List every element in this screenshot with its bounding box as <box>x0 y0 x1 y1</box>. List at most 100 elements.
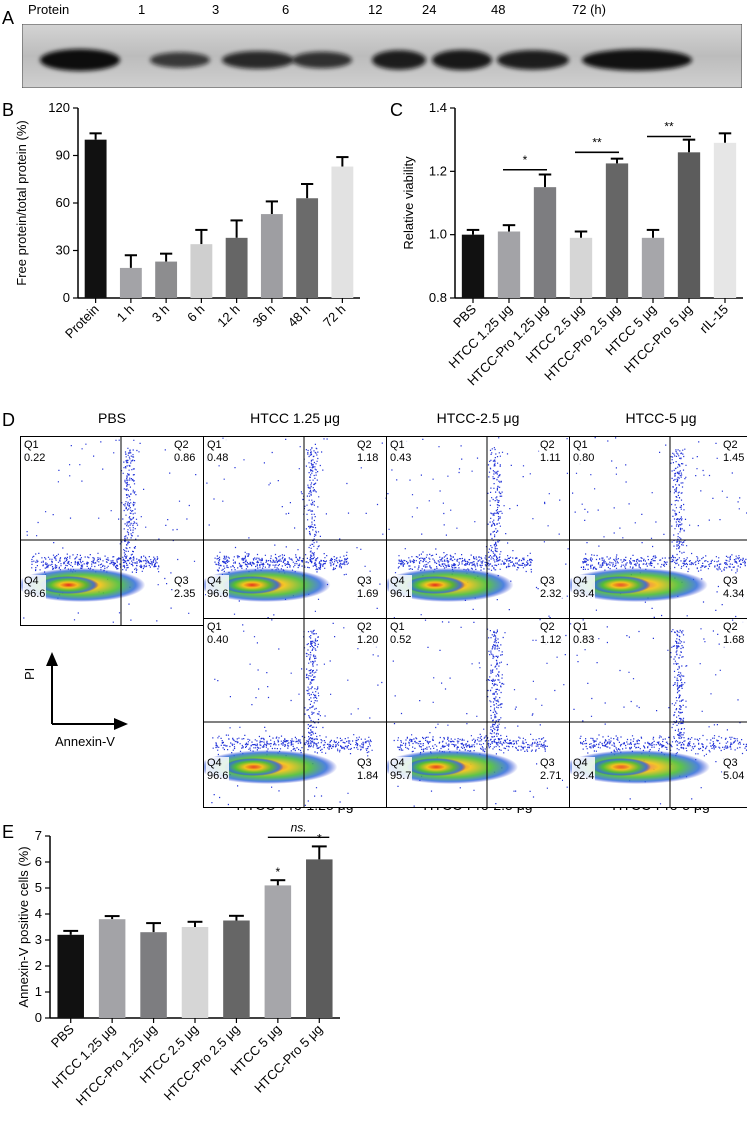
quadrant-label-q2: Q2 0.86 <box>173 439 197 465</box>
quadrant-value: 1.20 <box>357 634 379 646</box>
quadrant-name: Q1 <box>207 439 222 451</box>
quadrant-value: 2.35 <box>174 588 196 600</box>
flow-plot: Q1 0.40 Q2 1.20 Q4 96.6 Q3 1.84 <box>203 618 389 808</box>
x-tick-label: 12 h <box>214 302 243 331</box>
flow-y-axis-label: PI <box>22 667 37 680</box>
quadrant-label-q3: Q3 1.69 <box>356 575 380 601</box>
quadrant-label-q4: Q4 95.7 <box>389 757 413 783</box>
quadrant-value: 95.7 <box>390 770 412 782</box>
star-label: * <box>317 831 322 845</box>
flow-density-core <box>38 576 99 594</box>
quadrant-name: Q4 <box>24 575 39 587</box>
flow-scatter <box>387 437 571 625</box>
chart-annexin-positive: 0 1 2 3 4 5 6 7 Annexin-V positive cells (%) PBS H… <box>16 820 340 1108</box>
quadrant-name: Q2 <box>723 439 738 451</box>
bar <box>677 152 701 298</box>
flow-plot: Q1 0.83 Q2 1.68 Q4 92.4 Q3 5.04 <box>569 618 747 808</box>
y-tick-label: 0.8 <box>429 290 447 305</box>
panel-letter-c: C <box>390 100 403 120</box>
quadrant-value: 1.84 <box>357 770 379 782</box>
significance-label: ** <box>664 120 674 134</box>
panel-letter-e: E <box>2 822 15 842</box>
y-tick-label: 0 <box>35 1010 42 1025</box>
bar <box>140 932 167 1018</box>
flow-plot-title: PBS <box>97 410 126 426</box>
quadrant-label-q2: Q2 1.68 <box>722 621 746 647</box>
flow-density-core <box>406 758 466 776</box>
western-blot-image <box>22 24 742 88</box>
quadrant-value: 1.18 <box>357 452 379 464</box>
quadrant-name: Q2 <box>357 439 372 451</box>
blot-band <box>222 51 294 69</box>
x-tick-label: PBS <box>450 301 479 330</box>
quadrant-name: Q1 <box>207 621 222 633</box>
panel-letter-d: D <box>2 410 15 430</box>
quadrant-label-q4: Q4 96.6 <box>206 575 230 601</box>
blot-band <box>292 51 352 69</box>
bar <box>533 187 557 298</box>
y-tick-label: 30 <box>56 243 70 258</box>
quadrant-name: Q3 <box>723 757 738 769</box>
ns-label: ns. <box>291 820 307 834</box>
bar <box>331 166 354 298</box>
quadrant-name: Q3 <box>357 757 372 769</box>
flow-plot-title: HTCC-5 μg <box>625 410 697 426</box>
flow-plot: Q1 0.52 Q2 1.12 Q4 95.7 Q3 2.71 <box>386 618 572 808</box>
flow-scatter <box>204 619 388 807</box>
bar <box>260 214 283 298</box>
quadrant-label-q2: Q2 1.20 <box>356 621 380 647</box>
quadrant-name: Q1 <box>390 621 405 633</box>
quadrant-value: 92.4 <box>573 770 595 782</box>
quadrant-label-q3: Q3 2.32 <box>539 575 563 601</box>
x-tick-label: HTCC-Pro 2.5 μg <box>161 1022 243 1104</box>
quadrant-name: Q2 <box>723 621 738 633</box>
flow-plot: Q1 0.43 Q2 1.11 Q4 96.1 Q3 2.32 <box>386 436 572 626</box>
y-tick-label: 6 <box>35 854 42 869</box>
bar <box>223 920 250 1018</box>
y-tick-label: 7 <box>35 828 42 843</box>
quadrant-label-q3: Q3 4.34 <box>722 575 746 601</box>
quadrant-value: 5.04 <box>723 770 745 782</box>
bar <box>190 244 213 298</box>
quadrant-label-q4: Q4 96.1 <box>389 575 413 601</box>
quadrant-label-q1: Q1 0.40 <box>206 621 230 647</box>
quadrant-label-q1: Q1 0.48 <box>206 439 230 465</box>
bar <box>641 237 665 298</box>
y-tick-label: 60 <box>56 195 70 210</box>
quadrant-label-q4: Q4 96.6 <box>23 575 47 601</box>
bar <box>57 934 84 1018</box>
panel-letter-b: B <box>2 100 15 120</box>
quadrant-value: 1.11 <box>540 452 561 464</box>
quadrant-label-q2: Q2 1.12 <box>539 621 563 647</box>
bar <box>155 261 178 298</box>
quadrant-value: 1.69 <box>357 588 379 600</box>
quadrant-value: 96.6 <box>207 770 229 782</box>
bar <box>264 885 292 1018</box>
blot-band <box>432 49 492 71</box>
y-tick-label: 0 <box>63 290 70 305</box>
quadrant-label-q3: Q3 2.71 <box>539 757 563 783</box>
x-tick-label: 3 h <box>149 302 172 325</box>
y-tick-label: 1.0 <box>429 227 447 242</box>
quadrant-label-q2: Q2 1.45 <box>722 439 746 465</box>
quadrant-label-q2: Q2 1.11 <box>539 439 562 465</box>
flow-scatter <box>204 437 388 625</box>
blot-band <box>582 49 692 71</box>
quadrant-name: Q3 <box>357 575 372 587</box>
quadrant-value: 4.34 <box>723 588 745 600</box>
significance-label: ** <box>592 135 602 149</box>
quadrant-value: 96.1 <box>390 588 412 600</box>
blot-lane-label: 6 <box>282 2 290 17</box>
y-tick-label: 1.2 <box>429 163 447 178</box>
quadrant-label-q1: Q1 0.43 <box>389 439 413 465</box>
significance-label: * <box>523 153 528 167</box>
chart-free-protein: 0 30 60 90 120 Free protein/total protein (%)… <box>14 100 360 341</box>
y-tick-label: 2 <box>35 958 42 973</box>
y-tick-label: 120 <box>48 100 70 115</box>
quadrant-name: Q4 <box>573 757 588 769</box>
blot-band <box>40 49 120 71</box>
bar <box>306 859 333 1018</box>
quadrant-name: Q3 <box>540 575 555 587</box>
quadrant-name: Q4 <box>573 575 588 587</box>
quadrant-value: 2.32 <box>540 588 562 600</box>
